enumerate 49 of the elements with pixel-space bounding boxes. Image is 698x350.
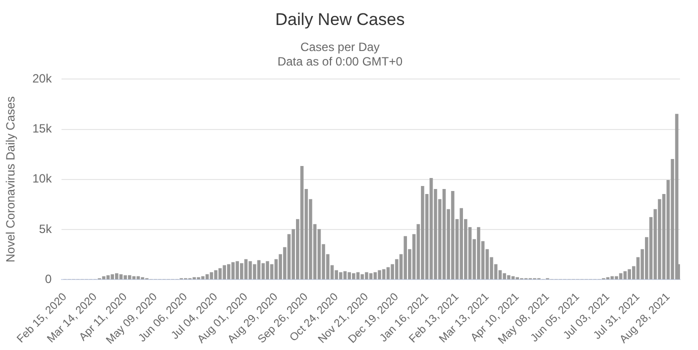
bar — [227, 264, 230, 280]
bar — [364, 272, 368, 280]
bar — [675, 114, 678, 280]
bar — [252, 264, 256, 280]
bar — [502, 273, 506, 280]
bar — [128, 275, 132, 280]
bar — [222, 265, 226, 280]
bar — [369, 273, 373, 280]
bar — [210, 272, 214, 280]
bar — [382, 269, 386, 280]
bar — [300, 166, 304, 280]
bar — [360, 274, 364, 280]
bar — [231, 262, 235, 280]
bar — [119, 274, 123, 280]
bar — [619, 273, 622, 280]
bar — [102, 276, 106, 280]
bar — [240, 263, 244, 280]
bar — [356, 272, 360, 280]
y-tick-label: 15k — [32, 122, 53, 136]
bar — [476, 227, 480, 280]
bar — [132, 276, 136, 280]
chart-subtitle: Cases per Day Data as of 0:00 GMT+0 — [277, 40, 403, 68]
bar — [614, 276, 618, 280]
bar — [214, 270, 218, 280]
y-tick-label: 20k — [32, 72, 53, 86]
bar — [343, 271, 347, 280]
bar — [430, 178, 433, 280]
bar — [507, 275, 510, 280]
bar — [420, 186, 424, 280]
bar — [106, 275, 110, 280]
bar — [266, 261, 270, 280]
bar — [511, 276, 515, 280]
y-axis-title: Novel Coronavirus Daily Cases — [4, 96, 18, 262]
bar — [451, 191, 454, 280]
chart-title: Daily New Cases — [275, 10, 405, 29]
bar — [386, 267, 390, 280]
bar — [623, 271, 627, 280]
y-tick-label: 10k — [32, 172, 53, 186]
bar — [218, 268, 222, 280]
bar — [244, 259, 248, 280]
y-tick-label: 5k — [39, 222, 53, 236]
bar — [124, 275, 127, 280]
bar — [339, 272, 342, 280]
bar — [442, 189, 446, 280]
bar — [378, 270, 382, 280]
bar — [628, 269, 632, 280]
y-tick-label: 0 — [45, 272, 52, 286]
bar — [248, 261, 252, 280]
bar — [136, 276, 140, 280]
